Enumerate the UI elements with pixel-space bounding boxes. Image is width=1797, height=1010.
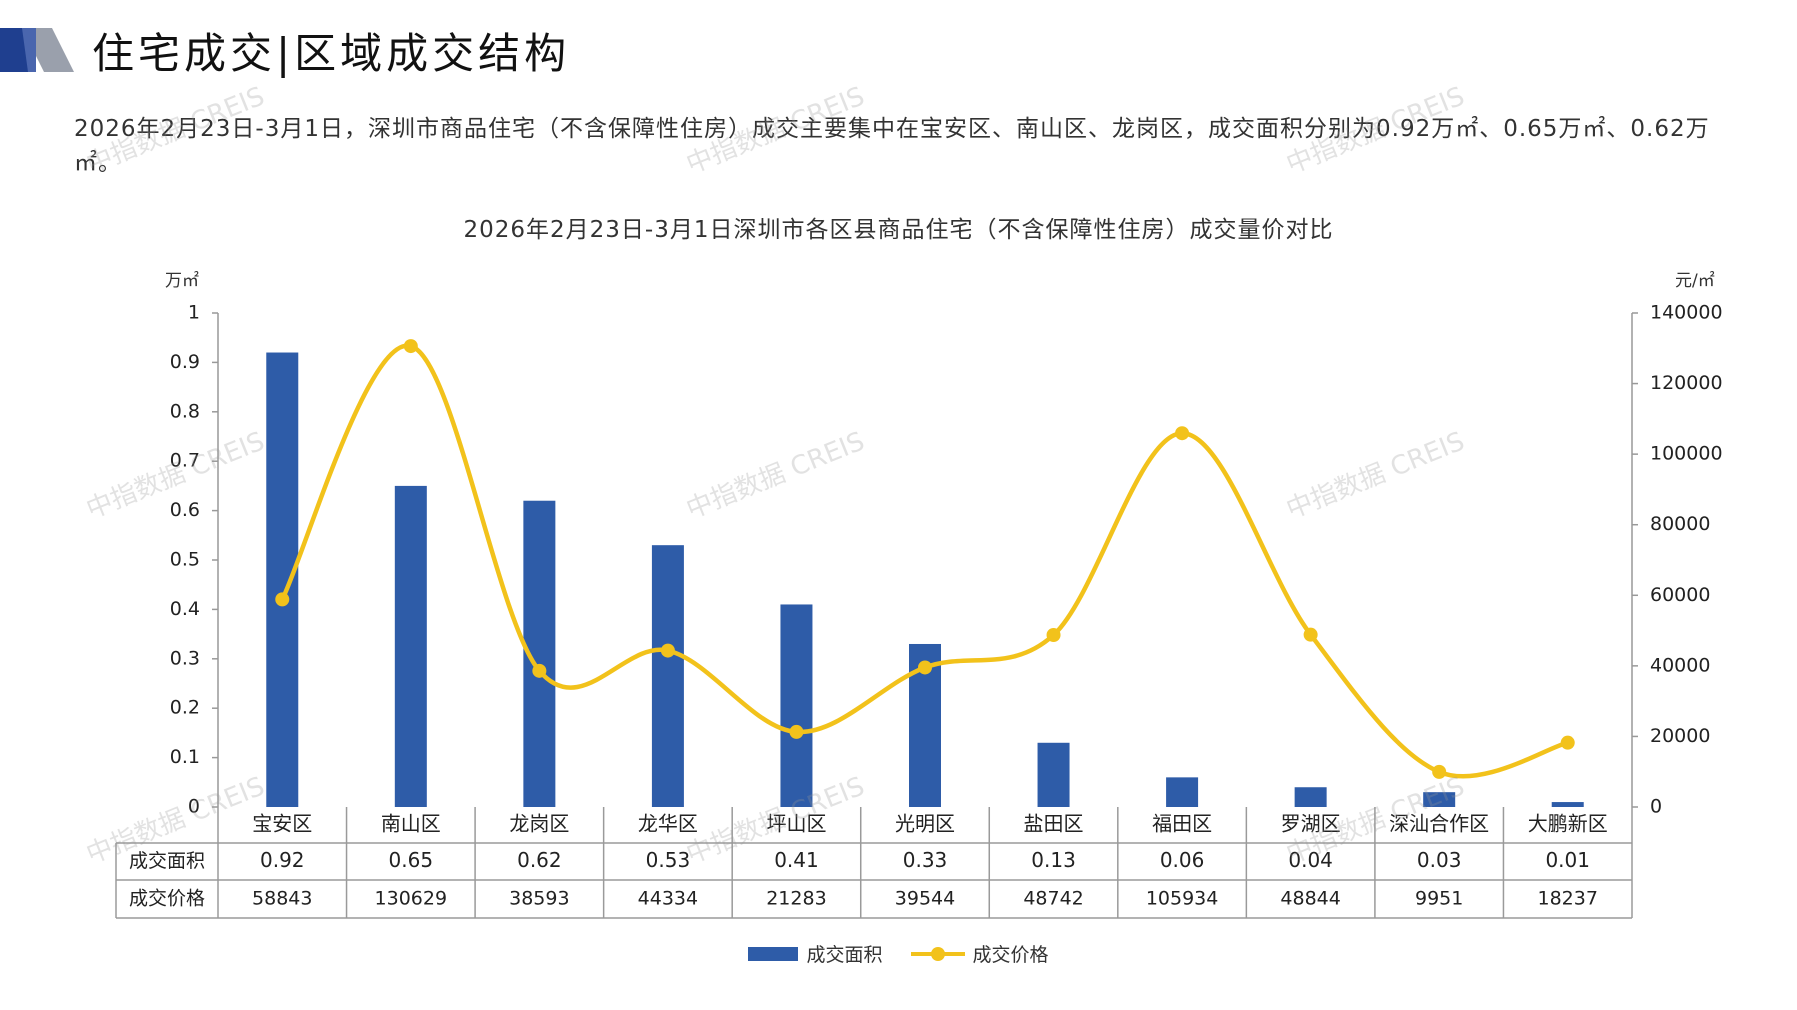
price-point-0	[275, 592, 290, 607]
bar-8	[1294, 787, 1327, 807]
category-label-9: 深汕合作区	[1389, 812, 1489, 836]
chart-title: 2026年2月23日-3月1日深圳市各区县商品住宅（不含保障性住房）成交量价对比	[463, 217, 1334, 243]
bar-3	[651, 545, 684, 807]
right-tick-label: 20000	[1650, 725, 1710, 747]
left-tick-label: 0.5	[170, 549, 200, 571]
legend-bar-swatch	[748, 946, 799, 961]
area-value-9: 0.03	[1417, 848, 1462, 872]
price-point-4	[789, 724, 804, 739]
price-point-1	[403, 339, 418, 354]
chart-legend: 成交面积 成交价格	[0, 940, 1797, 967]
price-point-10	[1560, 735, 1575, 750]
row-label-price: 成交价格	[129, 888, 205, 910]
bar-6	[1037, 742, 1070, 807]
area-value-8: 0.04	[1288, 848, 1333, 872]
legend-line-swatch	[910, 946, 965, 961]
bar-7	[1166, 777, 1199, 807]
right-tick-label: 40000	[1650, 654, 1710, 676]
price-point-6	[1046, 628, 1061, 643]
area-value-5: 0.33	[903, 848, 948, 872]
bar-9	[1423, 792, 1456, 807]
right-tick-label: 60000	[1650, 584, 1710, 606]
right-tick-label: 80000	[1650, 513, 1710, 535]
price-value-3: 44334	[638, 888, 698, 910]
price-value-2: 38593	[509, 888, 569, 910]
left-tick-label: 1	[188, 302, 200, 324]
right-tick-label: 100000	[1650, 443, 1723, 465]
area-value-1: 0.65	[389, 848, 434, 872]
right-tick-label: 120000	[1650, 372, 1723, 394]
category-label-8: 罗湖区	[1281, 812, 1341, 836]
price-value-7: 105934	[1146, 888, 1219, 910]
right-axis-unit: 元/㎡	[1675, 271, 1715, 291]
bar-1	[394, 485, 427, 807]
bar-4	[780, 604, 813, 807]
left-tick-label: 0	[188, 796, 200, 818]
category-label-4: 坪山区	[766, 812, 826, 836]
price-point-2	[532, 663, 547, 678]
category-label-7: 福田区	[1152, 812, 1212, 836]
category-label-0: 宝安区	[252, 812, 312, 836]
area-value-3: 0.53	[646, 848, 691, 872]
price-point-7	[1175, 426, 1190, 441]
area-value-0: 0.92	[260, 848, 305, 872]
logo-mark	[0, 28, 74, 72]
area-value-4: 0.41	[774, 848, 819, 872]
left-tick-label: 0.4	[170, 598, 200, 620]
right-tick-label: 0	[1650, 796, 1662, 818]
area-value-2: 0.62	[517, 848, 562, 872]
price-value-5: 39544	[895, 888, 955, 910]
left-tick-label: 0.8	[170, 400, 200, 422]
left-tick-label: 0.3	[170, 647, 200, 669]
category-label-1: 南山区	[381, 812, 441, 836]
price-point-8	[1303, 627, 1318, 642]
left-axis-unit: 万㎡	[165, 271, 199, 291]
left-tick-label: 0.7	[170, 450, 200, 472]
price-point-3	[660, 643, 675, 658]
left-tick-label: 0.9	[170, 351, 200, 373]
price-value-1: 130629	[375, 888, 448, 910]
category-label-3: 龙华区	[638, 812, 698, 836]
bar-0	[266, 352, 299, 807]
legend-item-area: 成交面积	[748, 940, 883, 967]
price-value-10: 18237	[1538, 888, 1598, 910]
price-value-9: 9951	[1415, 888, 1463, 910]
left-tick-label: 0.1	[170, 746, 200, 768]
legend-label-price: 成交价格	[972, 944, 1049, 966]
category-label-10: 大鹏新区	[1528, 812, 1608, 836]
page-title: 住宅成交|区域成交结构	[92, 29, 571, 78]
price-point-9	[1432, 764, 1447, 779]
category-label-6: 盐田区	[1024, 812, 1084, 836]
price-value-6: 48742	[1023, 888, 1083, 910]
legend-item-price: 成交价格	[910, 940, 1049, 967]
area-value-10: 0.01	[1545, 848, 1590, 872]
bar-10	[1551, 802, 1584, 807]
area-value-6: 0.13	[1031, 848, 1076, 872]
category-label-5: 光明区	[895, 812, 955, 836]
price-value-8: 48844	[1280, 888, 1340, 910]
category-label-2: 龙岗区	[509, 812, 569, 836]
price-point-5	[918, 660, 932, 675]
price-value-0: 58843	[252, 888, 312, 910]
row-label-area: 成交面积	[129, 850, 205, 872]
price-line	[280, 343, 1570, 779]
right-tick-label: 140000	[1650, 302, 1723, 324]
left-tick-label: 0.2	[170, 697, 200, 719]
area-value-7: 0.06	[1160, 848, 1205, 872]
legend-label-area: 成交面积	[806, 944, 883, 966]
price-value-4: 21283	[766, 888, 826, 910]
summary-text: 2026年2月23日-3月1日，深圳市商品住宅（不含保障性住房）成交主要集中在宝…	[74, 116, 1710, 176]
left-tick-label: 0.6	[170, 499, 200, 521]
